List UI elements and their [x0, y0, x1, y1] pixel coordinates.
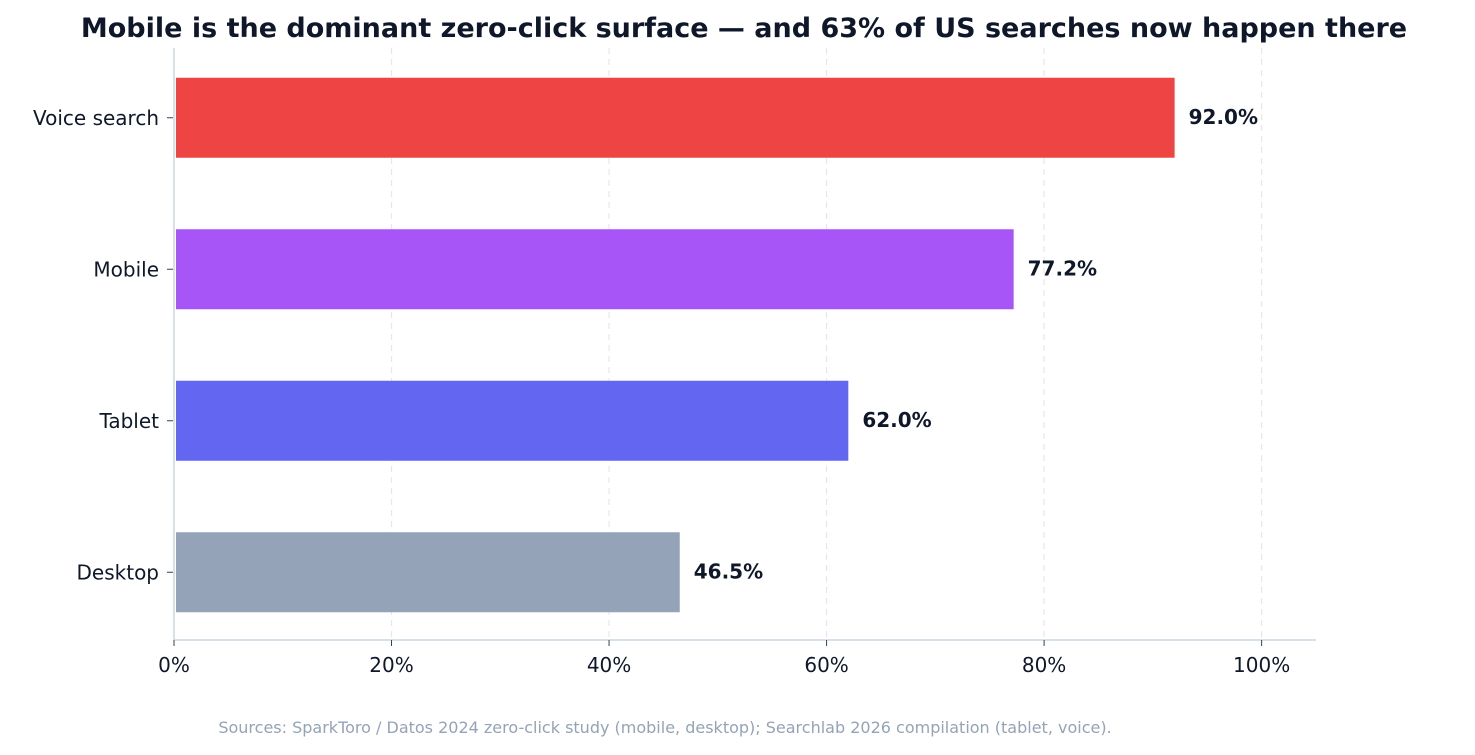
tick-labels: 0% 20% 40% 60% 80% 100% Voice search Mobile Tabl…	[33, 106, 1290, 677]
x-tick-label: 20%	[369, 653, 413, 677]
x-tick-label: 100%	[1233, 653, 1290, 677]
source-note: Sources: SparkToro / Datos 2024 zero-cli…	[218, 718, 1111, 737]
x-tick-label: 80%	[1022, 653, 1066, 677]
bar-mobile	[176, 229, 1014, 310]
data-label: 92.0%	[1189, 105, 1258, 129]
y-tick-label: Tablet	[98, 409, 159, 433]
y-tick-label: Desktop	[77, 560, 159, 584]
data-label: 46.5%	[694, 559, 763, 583]
data-labels: 92.0% 77.2% 62.0% 46.5%	[694, 105, 1258, 584]
y-tick-label: Mobile	[93, 257, 159, 281]
y-tick-label: Voice search	[33, 106, 159, 130]
axes	[173, 48, 1316, 641]
data-label: 77.2%	[1028, 256, 1097, 280]
bars	[176, 77, 1175, 613]
bar-voice-search	[176, 77, 1175, 158]
chart-title: Mobile is the dominant zero-click surfac…	[81, 13, 1407, 44]
bar-tablet	[176, 380, 849, 461]
x-tick-label: 60%	[804, 653, 848, 677]
x-tick-label: 0%	[158, 653, 190, 677]
bar-desktop	[176, 532, 680, 613]
data-label: 62.0%	[862, 408, 931, 432]
x-tick-label: 40%	[587, 653, 631, 677]
